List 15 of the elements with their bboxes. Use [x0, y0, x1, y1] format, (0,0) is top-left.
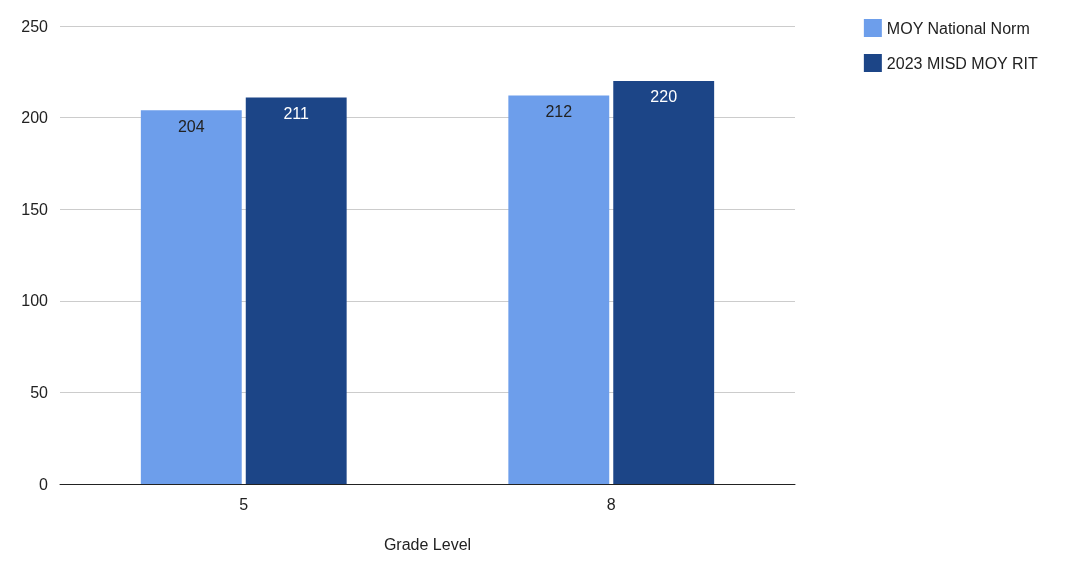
x-axis-title: Grade Level	[383, 535, 472, 553]
y-tick-label: 0	[39, 475, 49, 493]
legend-label: MOY National Norm	[886, 19, 1030, 37]
y-tick-label: 150	[21, 200, 49, 218]
y-tick-label: 200	[21, 109, 49, 127]
data-label: 220	[650, 88, 678, 106]
y-tick-label: 100	[21, 292, 49, 310]
data-label: 211	[283, 104, 310, 122]
legend-label: 2023 MISD MOY RIT	[886, 54, 1038, 72]
data-label: 204	[177, 117, 205, 135]
data-label: 212	[545, 103, 573, 121]
y-tick-label: 50	[30, 383, 49, 401]
x-tick-label: 8	[606, 495, 616, 513]
x-tick-label: 5	[239, 495, 249, 513]
y-tick-label: 250	[21, 17, 49, 35]
